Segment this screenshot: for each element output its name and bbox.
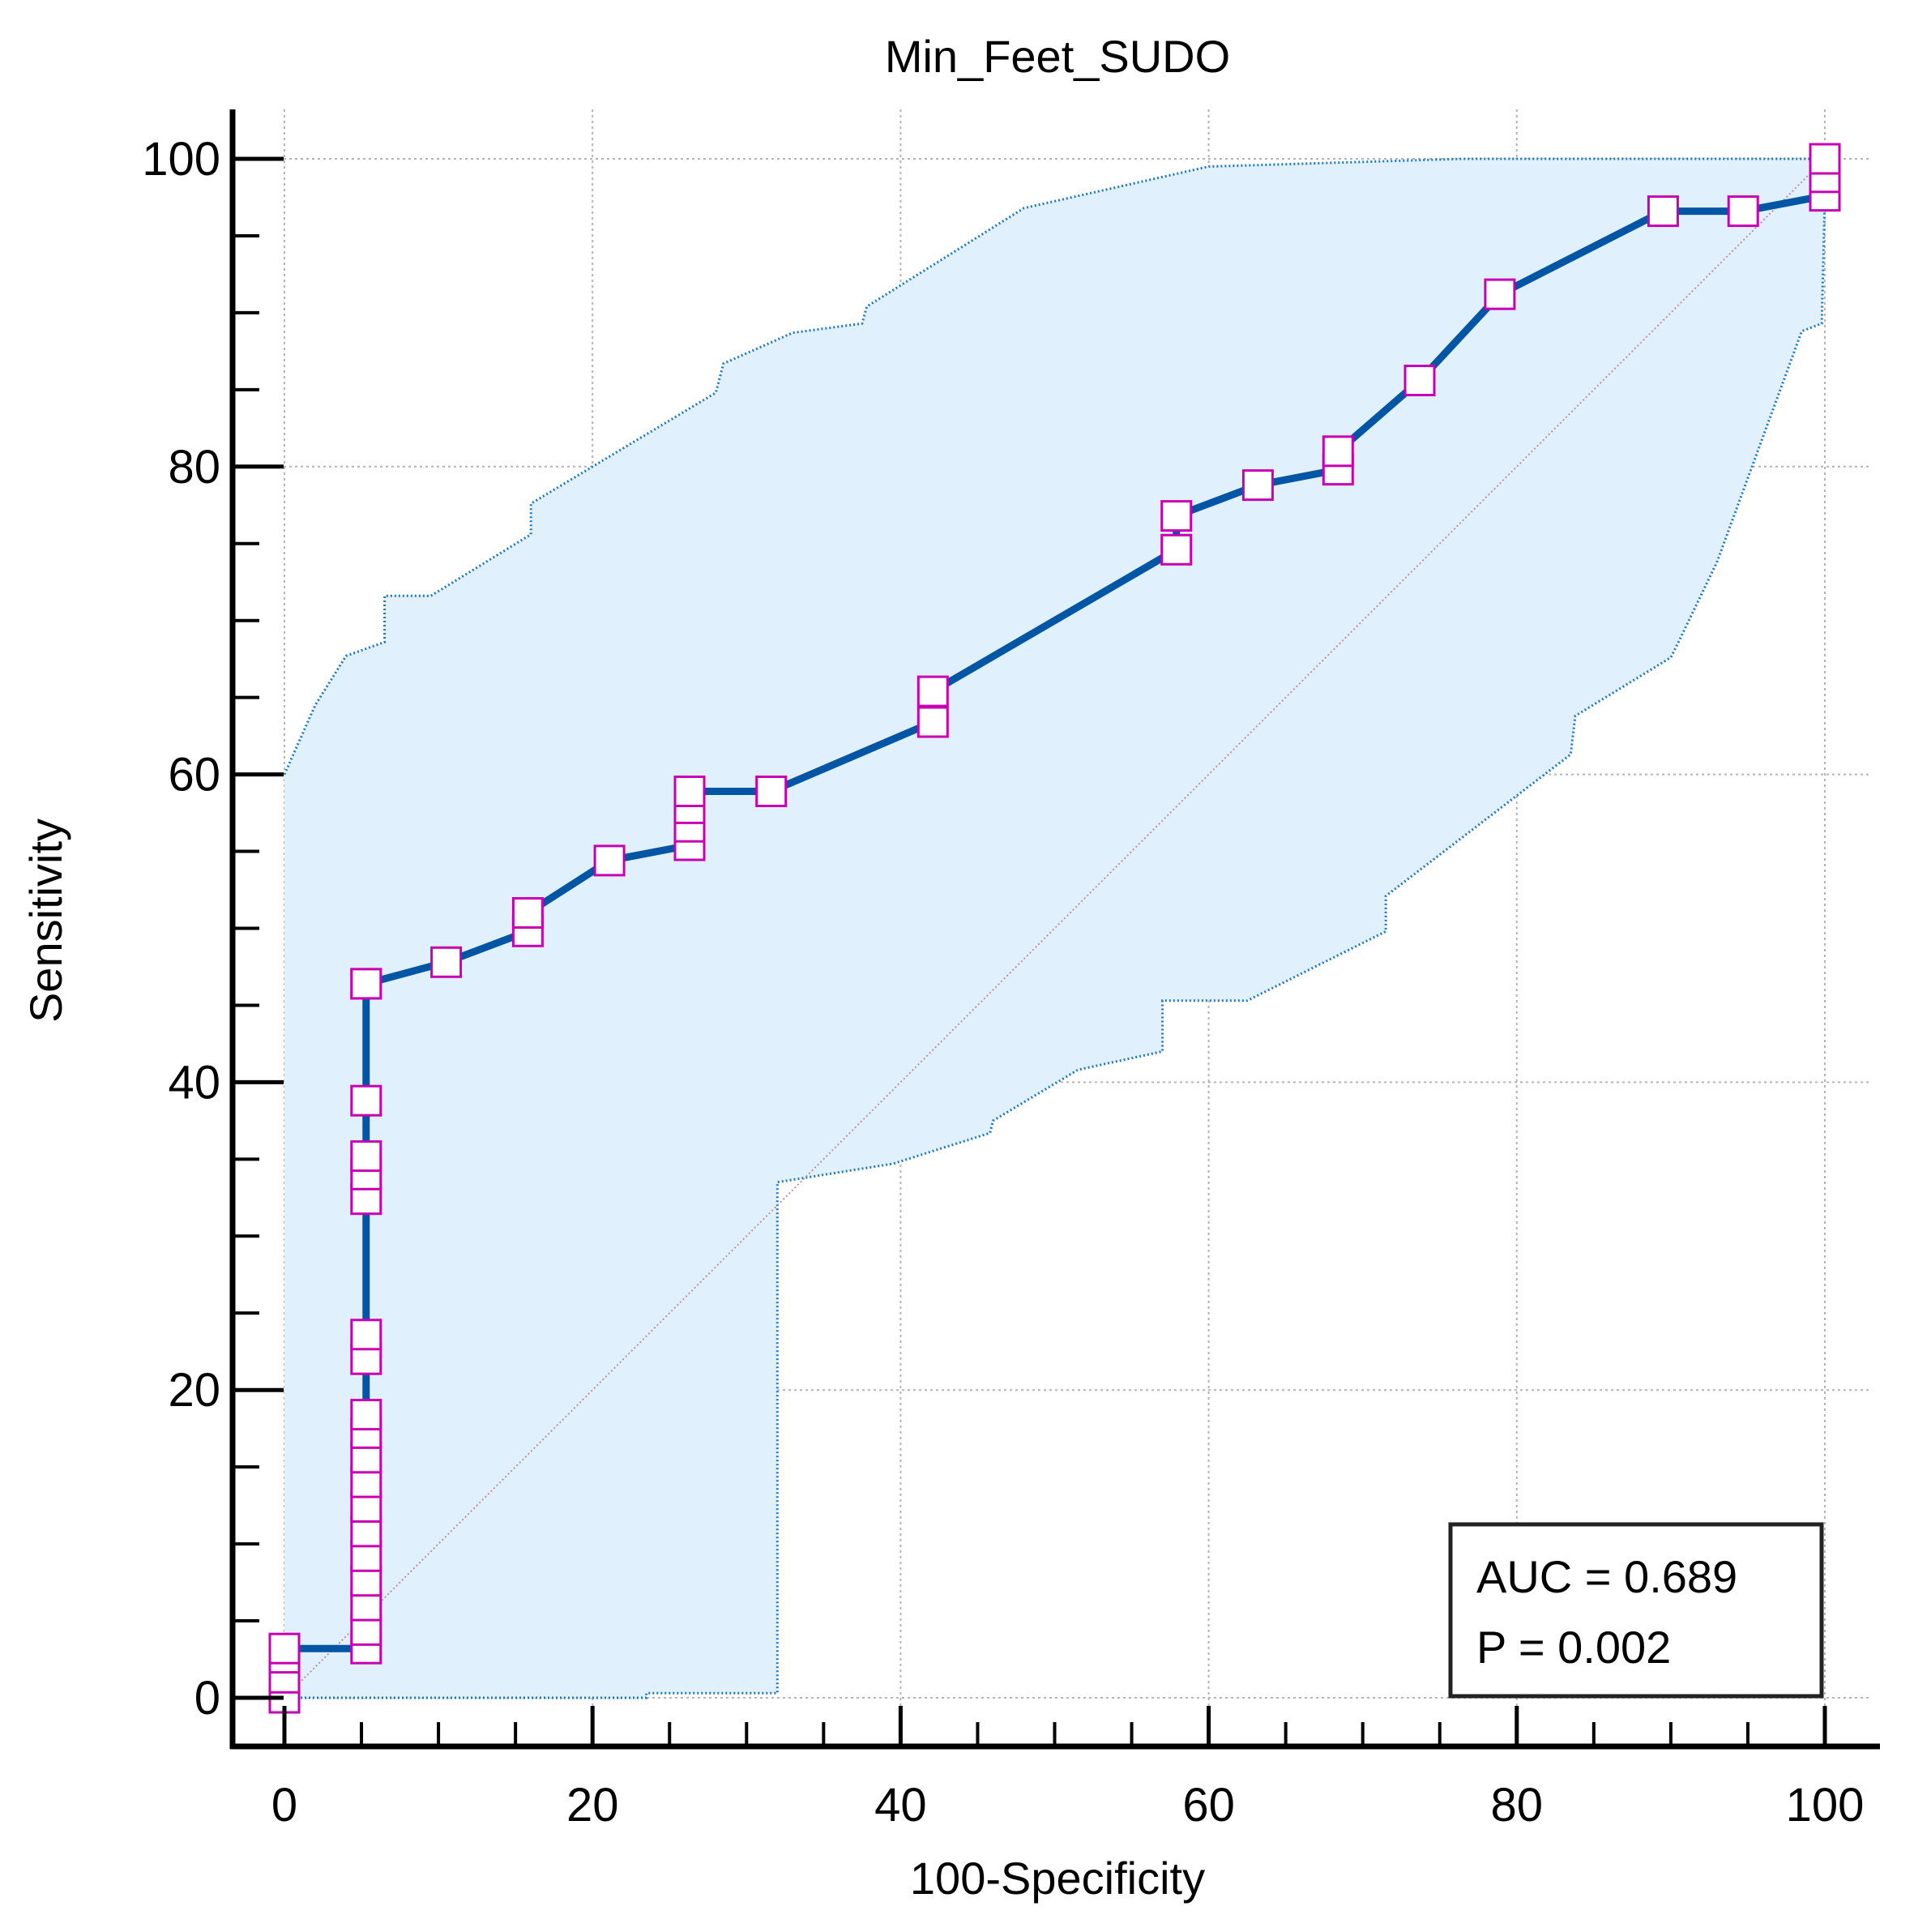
roc-point — [350, 1399, 382, 1431]
roc-point — [511, 897, 544, 929]
x-tick-label: 40 — [874, 1779, 927, 1832]
axes: 0 20 40 60 80 100 0 20 40 60 80 100 — [142, 109, 1880, 1832]
roc-point — [1241, 469, 1274, 502]
roc-markers — [268, 143, 1841, 1714]
roc-point — [350, 1084, 382, 1117]
roc-point — [1322, 435, 1354, 468]
y-tick-label: 80 — [168, 441, 220, 494]
chart-title: Min_Feet_SUDO — [885, 31, 1230, 82]
y-axis-label: Sensitivity — [20, 819, 71, 1023]
y-tick-label: 100 — [142, 133, 220, 186]
x-tick-label: 100 — [1786, 1779, 1865, 1832]
roc-point — [1160, 500, 1193, 532]
roc-point — [1160, 533, 1193, 566]
annotation-frame — [1448, 1522, 1824, 1699]
x-tick-label: 20 — [566, 1779, 619, 1832]
x-tick-label: 80 — [1491, 1779, 1544, 1832]
y-tick-label: 0 — [194, 1672, 220, 1725]
x-tick-label: 60 — [1182, 1779, 1235, 1832]
roc-point — [673, 776, 706, 807]
roc-point — [755, 776, 788, 807]
roc-point — [350, 1140, 382, 1173]
auc-text: AUC = 0.689 — [1476, 1551, 1737, 1602]
roc-point — [916, 675, 949, 707]
roc-point — [1809, 143, 1841, 175]
roc-point — [1484, 278, 1516, 310]
auc-annotation-box: AUC = 0.689 P = 0.002 — [1448, 1522, 1824, 1699]
lower-confidence-bound — [284, 159, 1826, 1699]
roc-point — [350, 1319, 382, 1351]
roc-point — [268, 1632, 301, 1665]
roc-point — [916, 706, 949, 738]
x-tick-label: 0 — [271, 1779, 297, 1832]
roc-point — [1403, 365, 1436, 396]
roc-point — [593, 844, 626, 877]
y-tick-label: 40 — [168, 1056, 220, 1109]
roc-point — [1727, 195, 1759, 228]
roc-point — [430, 946, 463, 978]
y-tick-label: 60 — [168, 749, 220, 801]
roc-point — [1647, 195, 1679, 228]
x-axis-label: 100-Specificity — [910, 1853, 1205, 1904]
p-value-text: P = 0.002 — [1476, 1622, 1671, 1673]
y-tick-label: 20 — [168, 1364, 220, 1417]
roc-point — [350, 968, 382, 1000]
